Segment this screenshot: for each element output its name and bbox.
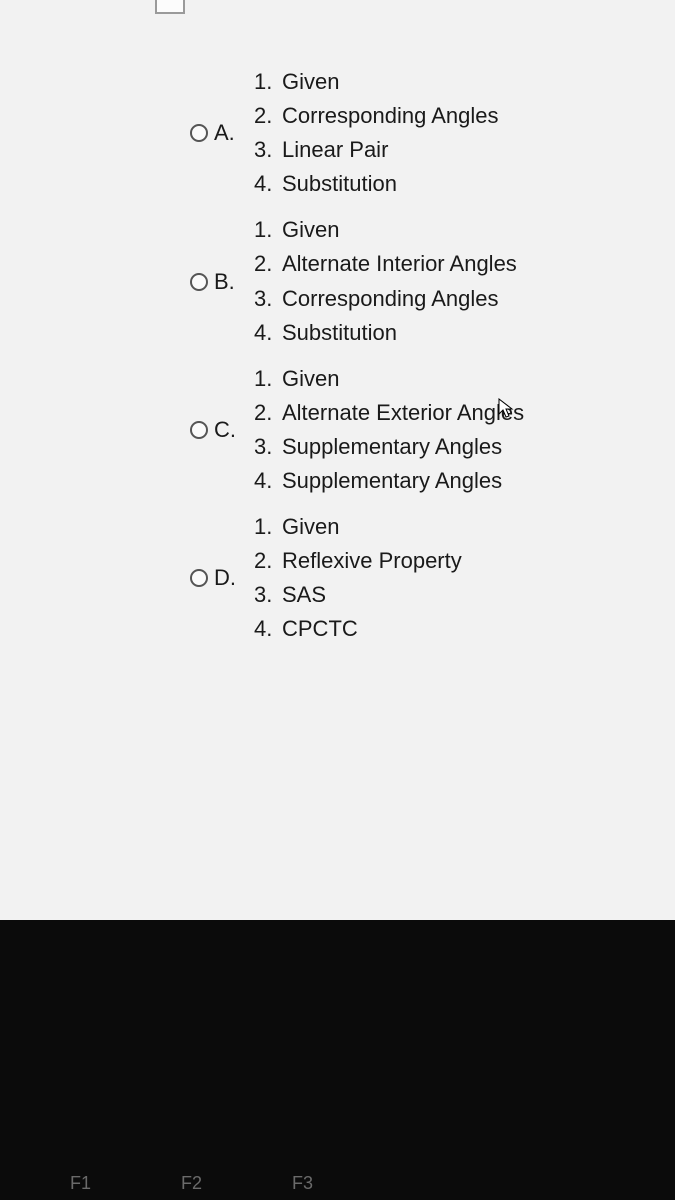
list-item: 3.Supplementary Angles xyxy=(254,430,524,464)
list-item: 2.Corresponding Angles xyxy=(254,99,498,133)
option-c[interactable]: C. 1.Given 2.Alternate Exterior Angles 3… xyxy=(190,362,675,498)
option-a[interactable]: A. 1.Given 2.Corresponding Angles 3.Line… xyxy=(190,65,675,201)
radio-a[interactable] xyxy=(190,124,208,142)
radio-a-container[interactable]: A. xyxy=(190,120,244,146)
list-item: 1.Given xyxy=(254,213,517,247)
radio-d[interactable] xyxy=(190,569,208,587)
screen-area: A. 1.Given 2.Corresponding Angles 3.Line… xyxy=(0,0,675,920)
list-item: 1.Given xyxy=(254,362,524,396)
keyboard-area: F1 F2 F3 xyxy=(0,920,675,1200)
option-d-list: 1.Given 2.Reflexive Property 3.SAS 4.CPC… xyxy=(254,510,462,646)
option-letter-a: A. xyxy=(214,120,235,146)
question-options: A. 1.Given 2.Corresponding Angles 3.Line… xyxy=(0,10,675,647)
list-item: 3.Corresponding Angles xyxy=(254,282,517,316)
list-item: 4.CPCTC xyxy=(254,612,462,646)
list-item: 2.Reflexive Property xyxy=(254,544,462,578)
radio-d-container[interactable]: D. xyxy=(190,565,244,591)
list-item: 2.Alternate Exterior Angles xyxy=(254,396,524,430)
list-item: 4.Substitution xyxy=(254,167,498,201)
list-item: 4.Supplementary Angles xyxy=(254,464,524,498)
option-b[interactable]: B. 1.Given 2.Alternate Interior Angles 3… xyxy=(190,213,675,349)
option-c-list: 1.Given 2.Alternate Exterior Angles 3.Su… xyxy=(254,362,524,498)
list-item: 1.Given xyxy=(254,510,462,544)
radio-c[interactable] xyxy=(190,421,208,439)
fn-key-f2: F2 xyxy=(181,1173,202,1200)
radio-c-container[interactable]: C. xyxy=(190,417,244,443)
radio-b-container[interactable]: B. xyxy=(190,269,244,295)
list-item: 2.Alternate Interior Angles xyxy=(254,247,517,281)
option-d[interactable]: D. 1.Given 2.Reflexive Property 3.SAS 4.… xyxy=(190,510,675,646)
fn-key-row: F1 F2 F3 xyxy=(0,1150,675,1200)
option-letter-b: B. xyxy=(214,269,235,295)
list-item: 3.SAS xyxy=(254,578,462,612)
radio-b[interactable] xyxy=(190,273,208,291)
fn-key-f3: F3 xyxy=(292,1173,313,1200)
option-letter-c: C. xyxy=(214,417,236,443)
option-letter-d: D. xyxy=(214,565,236,591)
option-b-list: 1.Given 2.Alternate Interior Angles 3.Co… xyxy=(254,213,517,349)
list-item: 4.Substitution xyxy=(254,316,517,350)
list-item: 3.Linear Pair xyxy=(254,133,498,167)
ui-fragment xyxy=(155,0,185,14)
fn-key-f1: F1 xyxy=(70,1173,91,1200)
option-a-list: 1.Given 2.Corresponding Angles 3.Linear … xyxy=(254,65,498,201)
list-item: 1.Given xyxy=(254,65,498,99)
